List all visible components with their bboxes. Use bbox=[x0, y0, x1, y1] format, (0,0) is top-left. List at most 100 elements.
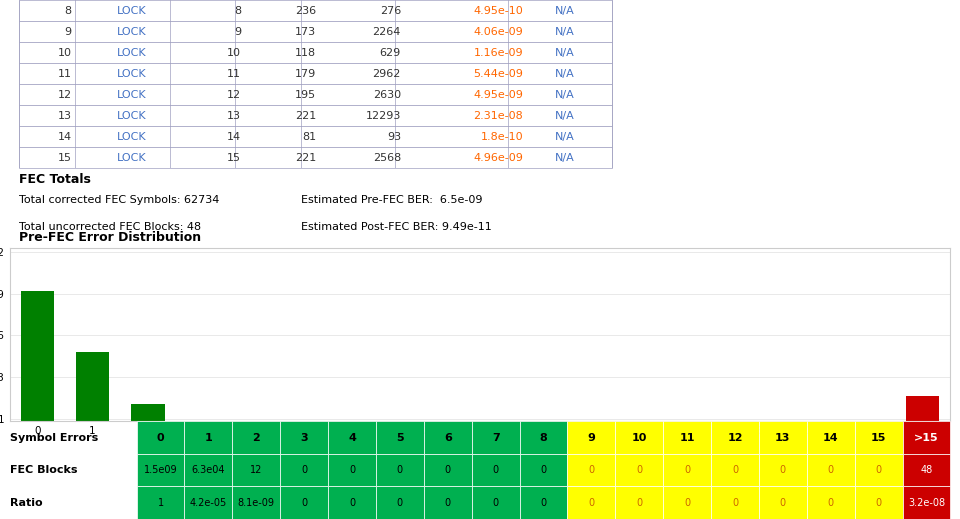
Text: 0: 0 bbox=[684, 465, 690, 475]
Bar bbox=[759, 421, 806, 454]
Text: 1: 1 bbox=[204, 432, 212, 443]
Text: 11: 11 bbox=[227, 69, 241, 79]
Bar bbox=[902, 454, 950, 486]
Bar bbox=[796, 424, 828, 519]
Text: 5.44e-09: 5.44e-09 bbox=[473, 69, 523, 79]
Text: 1.16e-09: 1.16e-09 bbox=[473, 48, 523, 58]
Text: 4: 4 bbox=[348, 432, 356, 443]
Text: 0: 0 bbox=[636, 498, 642, 508]
Bar bbox=[376, 486, 423, 519]
Bar bbox=[519, 454, 567, 486]
Bar bbox=[352, 424, 386, 519]
Bar bbox=[902, 421, 950, 454]
Text: 5: 5 bbox=[396, 432, 404, 443]
Bar bbox=[711, 454, 759, 486]
Bar bbox=[854, 421, 902, 454]
Bar bbox=[132, 404, 164, 519]
Bar bbox=[906, 395, 939, 519]
Bar bbox=[21, 291, 54, 519]
Text: N/A: N/A bbox=[555, 111, 574, 121]
Text: 1.8e-10: 1.8e-10 bbox=[481, 132, 523, 142]
Bar bbox=[328, 421, 376, 454]
Text: 118: 118 bbox=[295, 48, 316, 58]
Text: 12: 12 bbox=[227, 90, 241, 100]
Bar bbox=[19, 147, 612, 168]
Text: Estimated Pre-FEC BER:  6.5e-09: Estimated Pre-FEC BER: 6.5e-09 bbox=[301, 195, 483, 205]
Text: 221: 221 bbox=[295, 111, 316, 121]
Bar bbox=[471, 454, 519, 486]
Bar bbox=[519, 486, 567, 519]
Bar bbox=[19, 63, 612, 84]
Text: LOCK: LOCK bbox=[117, 90, 147, 100]
Text: 1: 1 bbox=[157, 498, 163, 508]
Bar bbox=[376, 421, 423, 454]
Bar bbox=[19, 0, 612, 21]
Text: Estimated Post-FEC BER: 9.49e-11: Estimated Post-FEC BER: 9.49e-11 bbox=[301, 222, 492, 232]
Text: 12: 12 bbox=[58, 90, 72, 100]
Text: 8: 8 bbox=[540, 432, 547, 443]
Text: 11: 11 bbox=[680, 432, 695, 443]
Text: 2.31e-08: 2.31e-08 bbox=[473, 111, 523, 121]
Text: 0: 0 bbox=[636, 465, 642, 475]
Text: 14: 14 bbox=[58, 132, 72, 142]
Text: 15: 15 bbox=[58, 153, 72, 163]
Text: 0: 0 bbox=[444, 465, 451, 475]
Text: 7: 7 bbox=[492, 432, 499, 443]
Text: 12293: 12293 bbox=[366, 111, 401, 121]
Text: 3.2e-08: 3.2e-08 bbox=[908, 498, 945, 508]
Bar bbox=[232, 421, 280, 454]
Text: 195: 195 bbox=[295, 90, 316, 100]
Text: 0: 0 bbox=[156, 432, 164, 443]
Bar bbox=[280, 486, 328, 519]
Text: 0: 0 bbox=[396, 465, 403, 475]
Text: 0: 0 bbox=[828, 498, 834, 508]
Text: LOCK: LOCK bbox=[117, 26, 147, 36]
Text: 179: 179 bbox=[295, 69, 316, 79]
Bar bbox=[184, 486, 232, 519]
Text: 11: 11 bbox=[58, 69, 72, 79]
Text: 48: 48 bbox=[921, 465, 932, 475]
Text: 2: 2 bbox=[252, 432, 260, 443]
Bar bbox=[464, 424, 496, 519]
Bar bbox=[136, 486, 184, 519]
Bar bbox=[711, 486, 759, 519]
Text: 14: 14 bbox=[823, 432, 838, 443]
Bar bbox=[136, 454, 184, 486]
Text: 0: 0 bbox=[684, 498, 690, 508]
Bar bbox=[186, 424, 220, 519]
Text: 276: 276 bbox=[380, 6, 401, 16]
Bar bbox=[136, 421, 184, 454]
Bar bbox=[806, 486, 854, 519]
Text: LOCK: LOCK bbox=[117, 6, 147, 16]
Bar bbox=[806, 421, 854, 454]
Bar bbox=[684, 424, 718, 519]
Bar bbox=[518, 424, 552, 519]
Text: 9: 9 bbox=[588, 432, 595, 443]
Text: N/A: N/A bbox=[555, 69, 574, 79]
Bar bbox=[630, 424, 662, 519]
Text: 9: 9 bbox=[234, 26, 241, 36]
Text: N/A: N/A bbox=[555, 132, 574, 142]
Text: 0: 0 bbox=[444, 498, 451, 508]
Text: 0: 0 bbox=[492, 498, 498, 508]
Text: 4.2e-05: 4.2e-05 bbox=[190, 498, 227, 508]
Bar bbox=[328, 454, 376, 486]
Text: 4.06e-09: 4.06e-09 bbox=[473, 26, 523, 36]
Text: 0: 0 bbox=[732, 498, 738, 508]
Text: 93: 93 bbox=[387, 132, 401, 142]
Text: 15: 15 bbox=[227, 153, 241, 163]
Text: LOCK: LOCK bbox=[117, 132, 147, 142]
Bar bbox=[423, 486, 471, 519]
Bar bbox=[19, 21, 612, 42]
Bar bbox=[854, 486, 902, 519]
Text: 8: 8 bbox=[64, 6, 72, 16]
Text: 0: 0 bbox=[876, 498, 881, 508]
Text: FEC Blocks: FEC Blocks bbox=[10, 465, 77, 475]
Text: LOCK: LOCK bbox=[117, 111, 147, 121]
Bar bbox=[615, 454, 663, 486]
Text: 4.96e-09: 4.96e-09 bbox=[473, 153, 523, 163]
Text: 0: 0 bbox=[396, 498, 403, 508]
Text: 9: 9 bbox=[64, 26, 72, 36]
Bar bbox=[19, 126, 612, 147]
Text: LOCK: LOCK bbox=[117, 48, 147, 58]
